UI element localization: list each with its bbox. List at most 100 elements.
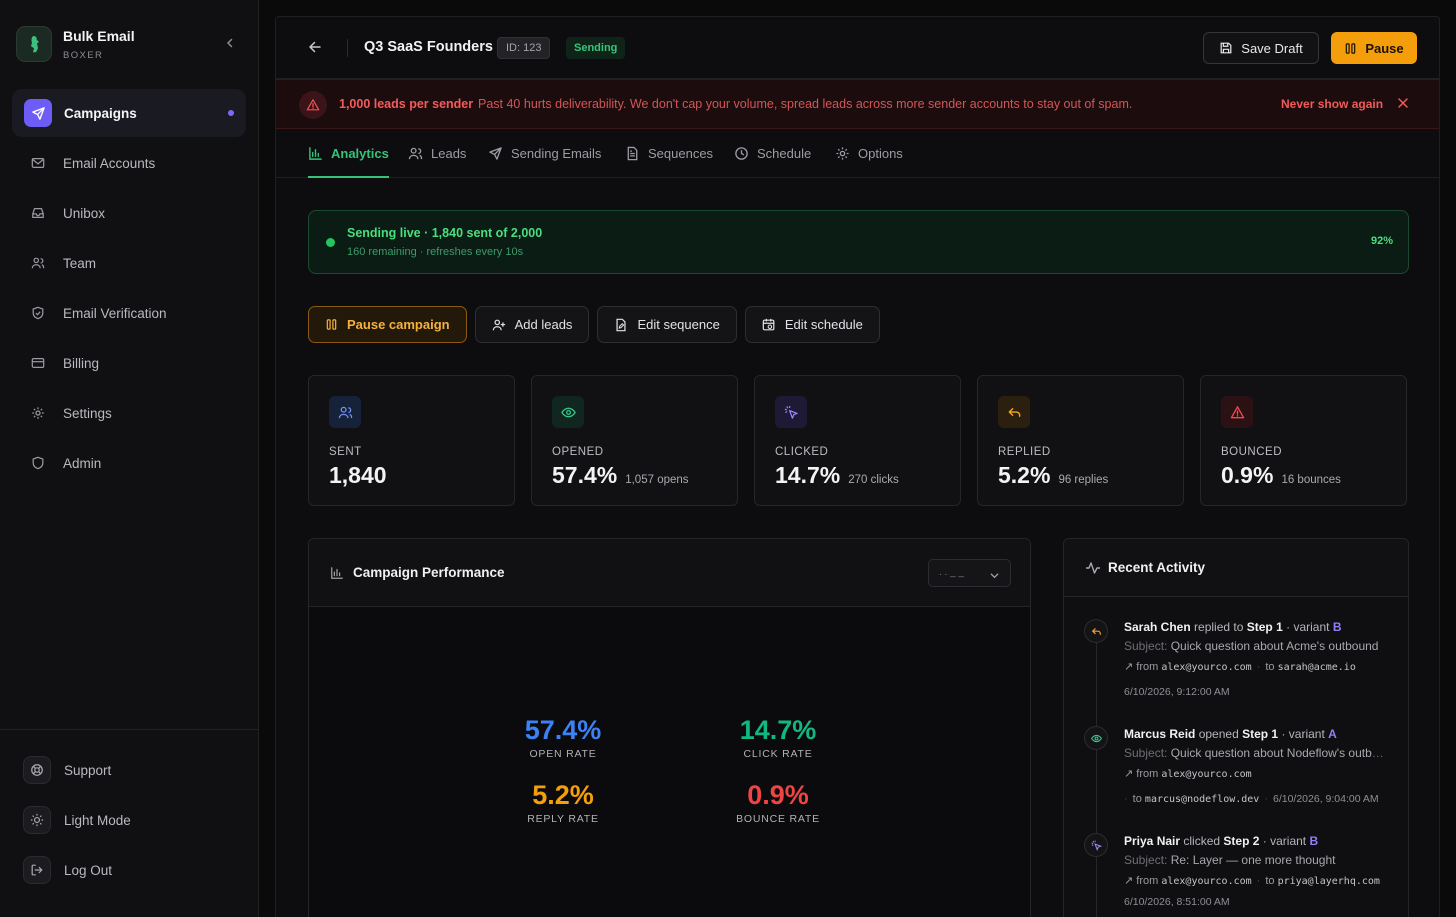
header-divider	[347, 39, 348, 57]
sidebar-item-campaigns[interactable]: Campaigns	[12, 89, 246, 137]
edit-schedule-button[interactable]: Edit schedule	[744, 306, 880, 343]
stat-label: OPENED	[552, 446, 604, 458]
sidebar-item-log-out[interactable]: Log Out	[23, 855, 131, 885]
shield-icon	[30, 455, 46, 471]
tab-schedule[interactable]: Schedule	[734, 129, 811, 177]
tab-leads[interactable]: Leads	[408, 129, 466, 177]
arrow-up-right-icon: ↗	[1124, 661, 1134, 673]
variant-label: A	[1328, 727, 1337, 741]
campaign-performance-panel: Campaign Performance . . _ _ 57.4% OPEN …	[308, 538, 1031, 917]
sidebar-item-email-verification[interactable]: Email Verification	[12, 289, 246, 337]
tab-analytics[interactable]: Analytics	[308, 129, 389, 178]
gear-icon	[30, 405, 46, 421]
alert-triangle-icon	[1221, 396, 1253, 428]
subject-label: Subject:	[1124, 639, 1168, 653]
add-leads-button[interactable]: Add leads	[474, 306, 590, 343]
clock-icon	[735, 146, 748, 160]
select-value: . . _ _	[939, 567, 965, 578]
date-range-select[interactable]: . . _ _	[928, 559, 1011, 587]
brand[interactable]: Bulk Email BOXER	[16, 26, 135, 62]
stat-card-opened: OPENED 57.4% 1,057 opens	[531, 375, 738, 506]
tab-sending-emails[interactable]: Sending Emails	[488, 129, 601, 177]
never-show-again-link[interactable]: Never show again	[1281, 97, 1384, 111]
stat-card-bounced: BOUNCED 0.9% 16 bounces	[1200, 375, 1407, 506]
sidebar-bottom-nav: Support Light Mode Log Out	[23, 755, 131, 905]
subject-text: Quick question about Acme's outbound	[1170, 639, 1379, 653]
stat-detail: 96 replies	[1058, 474, 1109, 486]
back-arrow-icon[interactable]	[307, 39, 323, 58]
pause-campaign-button[interactable]: Pause campaign	[308, 306, 467, 343]
collapse-sidebar-chevron-left-icon[interactable]	[224, 37, 236, 52]
sun-icon	[23, 806, 51, 834]
tab-options[interactable]: Options	[835, 129, 903, 177]
brand-name: Bulk Email	[63, 27, 135, 44]
sidebar-item-settings[interactable]: Settings	[12, 389, 246, 437]
alert-triangle-icon	[299, 91, 327, 119]
sidebar-item-label: Team	[63, 255, 97, 271]
to-label: to	[1132, 793, 1142, 805]
stats-cards: SENT 1,840 OPENED 57.4% 1,057 opens CLICK…	[308, 375, 1407, 506]
to-label: to	[1265, 661, 1275, 673]
lead-name: Sarah Chen	[1124, 620, 1191, 634]
sidebar-item-team[interactable]: Team	[12, 239, 246, 287]
pause-icon	[1346, 42, 1356, 54]
sidebar-item-label: Campaigns	[64, 105, 137, 121]
edit-sequence-button[interactable]: Edit sequence	[597, 306, 737, 343]
chevron-down-icon	[989, 566, 1000, 592]
to-label: to	[1265, 875, 1275, 887]
event-verb: clicked	[1183, 834, 1221, 848]
calendar-clock-icon	[762, 318, 775, 330]
variant-label: B	[1332, 620, 1342, 634]
sidebar-item-billing[interactable]: Billing	[12, 339, 246, 387]
mouse-pointer-click-icon	[775, 396, 807, 428]
to-address: sarah@acme.io	[1277, 662, 1356, 673]
user-plus-icon	[492, 319, 505, 330]
bounce-rate-metric: 0.9% BOUNCE RATE	[708, 780, 848, 825]
sidebar-item-unibox[interactable]: Unibox	[12, 189, 246, 237]
campaign-id-badge: ID: 123	[497, 37, 551, 59]
subject-text: Quick question about Nodeflow's outbo...	[1170, 746, 1386, 760]
from-address: alex@yourco.com	[1161, 769, 1252, 780]
close-icon[interactable]	[1397, 97, 1409, 112]
sending-live-banner: Sending live · 1,840 sent of 2,000 160 r…	[308, 210, 1409, 274]
tab-label: Leads	[431, 145, 467, 161]
mail-icon	[30, 155, 46, 171]
save-icon	[1220, 42, 1232, 54]
stat-detail: 1,057 opens	[625, 474, 689, 486]
stat-label: REPLIED	[998, 446, 1051, 458]
variant-prefix: · variant	[1286, 620, 1330, 634]
file-text-icon	[627, 146, 638, 160]
mouse-pointer-click-icon	[1084, 833, 1108, 857]
tab-sequences[interactable]: Sequences	[625, 129, 713, 177]
metric-value: 0.9%	[747, 780, 809, 810]
reply-rate-metric: 5.2% REPLY RATE	[493, 780, 633, 825]
main-panel: Q3 SaaS Founders ID: 123 Sending Save Dr…	[275, 16, 1440, 917]
click-rate-metric: 14.7% CLICK RATE	[708, 715, 848, 760]
sidebar-item-admin[interactable]: Admin	[12, 439, 246, 487]
event-verb: replied to	[1194, 620, 1244, 634]
sidebar-item-support[interactable]: Support	[23, 755, 131, 785]
step-label: Step 1	[1242, 727, 1279, 741]
status-badge: Sending	[566, 37, 626, 59]
file-edit-icon	[616, 318, 626, 331]
page-title: Q3 SaaS Founders	[364, 39, 493, 55]
recent-activity-panel: Recent Activity Sarah Chen replied to St…	[1063, 538, 1409, 917]
sidebar-item-label: Log Out	[64, 862, 113, 878]
gear-icon	[836, 146, 849, 160]
sidebar-item-light-mode[interactable]: Light Mode	[23, 805, 131, 835]
tab-label: Sequences	[648, 145, 714, 161]
sidebar-item-email-accounts[interactable]: Email Accounts	[12, 139, 246, 187]
metric-value: 5.2%	[532, 780, 594, 810]
stat-detail: 16 bounces	[1281, 474, 1341, 486]
from-address: alex@yourco.com	[1161, 662, 1252, 673]
panel-title: Campaign Performance	[353, 565, 505, 580]
open-rate-metric: 57.4% OPEN RATE	[493, 715, 633, 760]
from-label: from	[1136, 875, 1159, 887]
step-label: Step 1	[1246, 620, 1283, 634]
add-leads-label: Add leads	[514, 317, 573, 332]
timeline-line	[1096, 629, 1097, 917]
panel-header: Recent Activity	[1064, 539, 1408, 597]
arrow-up-right-icon: ↗	[1124, 768, 1134, 780]
save-draft-button[interactable]: Save Draft	[1203, 32, 1319, 64]
pause-button[interactable]: Pause	[1331, 32, 1417, 64]
